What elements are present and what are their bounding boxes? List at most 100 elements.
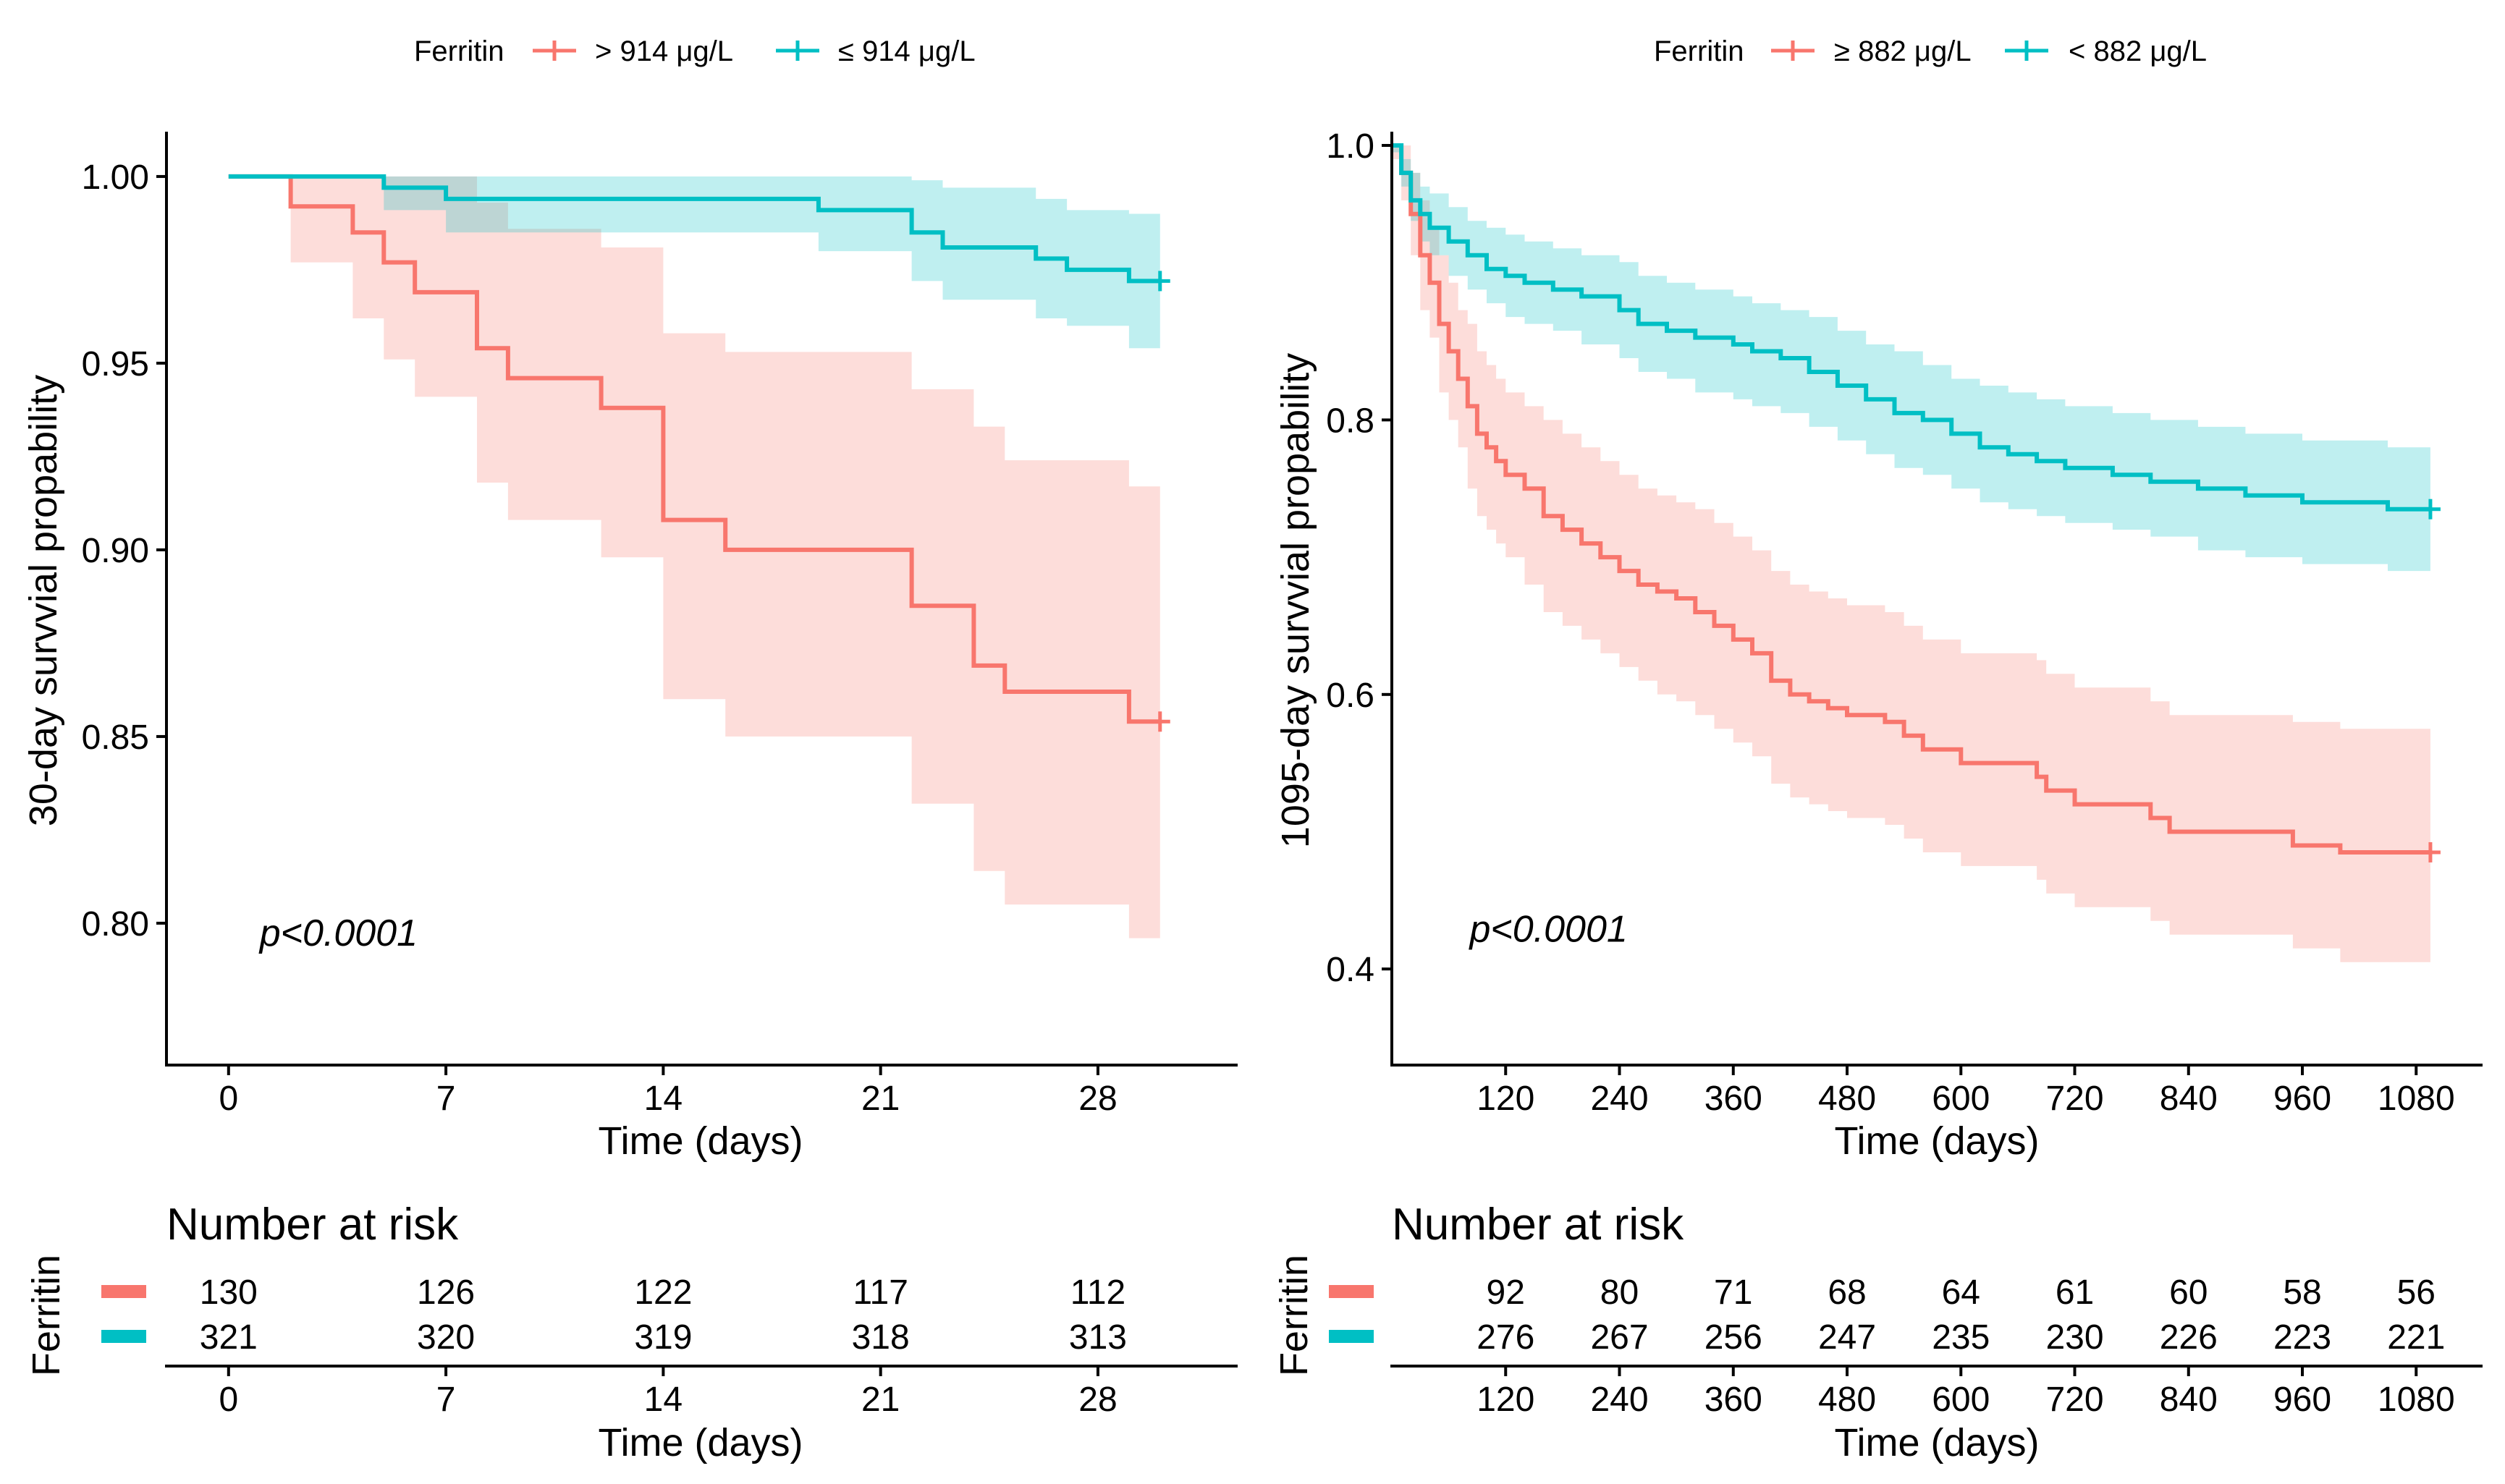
p-value-label: p<0.0001 — [258, 912, 418, 954]
risk-cell-low: 256 — [1705, 1318, 1762, 1357]
x-tick-label: 720 — [2045, 1080, 2103, 1118]
y-tick-label: 0.4 — [1326, 951, 1374, 989]
risk-x-axis-ticks: 120 240 360 480 600 720 840 960 1080 — [1477, 1366, 2455, 1419]
ci-band-high — [1392, 145, 2430, 962]
risk-cell-high: 117 — [853, 1273, 908, 1312]
x-tick-label: 840 — [2160, 1080, 2218, 1118]
risk-cell-low: 221 — [2387, 1318, 2445, 1357]
risk-cell-low: 267 — [1590, 1318, 1648, 1357]
y-axis-ticks: 0.4 0.6 0.8 1.0 — [1326, 127, 1392, 989]
x-tick-label: 120 — [1477, 1080, 1534, 1118]
risk-cell-high: 130 — [200, 1273, 258, 1312]
risk-x-tick-label: 0 — [219, 1381, 238, 1419]
x-tick-label: 1080 — [2378, 1080, 2455, 1118]
p-value-label: p<0.0001 — [1468, 908, 1627, 950]
risk-cell-low: 230 — [2045, 1318, 2103, 1357]
risk-cell-low: 318 — [852, 1318, 910, 1357]
y-axis-ticks: 0.80 0.85 0.90 0.95 1.00 — [82, 158, 166, 944]
risk-cell-high: 80 — [1600, 1273, 1639, 1312]
legend-title: Ferritin — [414, 35, 504, 67]
risk-table: Number at risk Ferritin 130 126 122 117 112 3… — [25, 1200, 1238, 1464]
legend-label-low: ≤ 914 μg/L — [838, 35, 976, 67]
x-axis-ticks: 0 7 14 21 28 — [219, 1065, 1118, 1118]
x-tick-label: 240 — [1590, 1080, 1648, 1118]
risk-cell-low: 223 — [2273, 1318, 2331, 1357]
x-tick-label: 28 — [1078, 1080, 1117, 1118]
survival-curve-low — [1392, 143, 2430, 512]
risk-cell-high: 126 — [417, 1273, 475, 1312]
risk-cell-low: 226 — [2160, 1318, 2218, 1357]
confidence-bands — [228, 176, 1160, 938]
risk-x-tick-label: 7 — [436, 1381, 456, 1419]
risk-cell-low: 320 — [417, 1318, 475, 1357]
risk-x-axis-ticks: 0 7 14 21 28 — [219, 1366, 1118, 1419]
y-tick-label: 0.8 — [1326, 402, 1374, 440]
censor-marks — [1149, 271, 1170, 732]
risk-strata-label: Ferritin — [1272, 1255, 1316, 1376]
risk-cell-low: 319 — [634, 1318, 692, 1357]
risk-x-tick-label: 240 — [1590, 1381, 1648, 1419]
survival-curve-low — [228, 174, 1160, 284]
x-tick-label: 7 — [436, 1080, 456, 1118]
y-tick-label: 0.90 — [82, 532, 149, 570]
risk-cell-high: 60 — [2169, 1273, 2208, 1312]
x-tick-label: 960 — [2273, 1080, 2331, 1118]
risk-table-title: Number at risk — [166, 1200, 459, 1250]
survival-curves — [1392, 143, 2430, 855]
confidence-bands — [1392, 145, 2430, 962]
risk-cell-high: 112 — [1070, 1273, 1126, 1312]
legend-label-high: ≥ 882 μg/L — [1834, 35, 1972, 67]
censor-marks — [2420, 499, 2441, 862]
legend-title: Ferritin — [1654, 35, 1744, 67]
risk-x-tick-label: 600 — [1932, 1381, 1990, 1419]
y-tick-label: 0.6 — [1326, 677, 1374, 715]
survival-curves — [228, 174, 1160, 724]
risk-cell-high: 61 — [2056, 1273, 2094, 1312]
x-tick-label: 14 — [644, 1080, 683, 1118]
y-tick-label: 0.80 — [82, 905, 149, 944]
panel-30-day: Ferritin > 914 μg/L ≤ 914 μg/L 0.800.850… — [22, 35, 1238, 1464]
risk-cell-high: 58 — [2283, 1273, 2321, 1312]
risk-cell-low: 313 — [1069, 1318, 1127, 1357]
x-tick-label: 360 — [1705, 1080, 1762, 1118]
x-tick-label: 480 — [1818, 1080, 1876, 1118]
risk-x-tick-label: 840 — [2160, 1381, 2218, 1419]
risk-table-title: Number at risk — [1392, 1200, 1684, 1250]
risk-x-tick-label: 21 — [861, 1381, 900, 1419]
legend-label-high: > 914 μg/L — [595, 35, 733, 67]
risk-x-tick-label: 14 — [644, 1381, 683, 1419]
risk-x-tick-label: 360 — [1705, 1381, 1762, 1419]
risk-x-axis-title: Time (days) — [598, 1421, 803, 1464]
risk-cells: 130 126 122 117 112 321 320 319 318 313 — [200, 1273, 1127, 1357]
legend: Ferritin > 914 μg/L ≤ 914 μg/L — [414, 35, 976, 67]
x-tick-label: 600 — [1932, 1080, 1990, 1118]
risk-strata-label: Ferritin — [25, 1255, 68, 1376]
x-axis-ticks: 120 240 360 480 600 720 840 960 1080 — [1477, 1065, 2455, 1118]
panel-1095-day: Ferritin ≥ 882 μg/L < 882 μg/L 0.4 0.6 0.8… — [1272, 35, 2483, 1464]
legend-label-low: < 882 μg/L — [2069, 35, 2207, 67]
x-axis-title: Time (days) — [1834, 1119, 2039, 1163]
risk-cells: 92 80 71 68 64 61 60 58 56 276 267 256 247 235 230 226 2… — [1477, 1273, 2445, 1357]
x-tick-label: 0 — [219, 1080, 238, 1118]
survival-curve-high — [1392, 143, 2430, 855]
risk-key-high — [1329, 1285, 1374, 1298]
risk-cell-high: 92 — [1487, 1273, 1525, 1312]
risk-x-tick-label: 120 — [1477, 1381, 1534, 1419]
risk-cell-high: 68 — [1828, 1273, 1866, 1312]
y-tick-label: 1.0 — [1326, 127, 1374, 166]
survival-curve-high — [228, 174, 1160, 724]
risk-cell-low: 235 — [1932, 1318, 1990, 1357]
risk-x-tick-label: 1080 — [2378, 1381, 2455, 1419]
x-tick-label: 21 — [861, 1080, 900, 1118]
x-axis-title: Time (days) — [598, 1119, 803, 1163]
ci-band-low — [228, 176, 1160, 349]
risk-x-tick-label: 480 — [1818, 1381, 1876, 1419]
risk-x-tick-label: 720 — [2045, 1381, 2103, 1419]
risk-cell-high: 122 — [634, 1273, 692, 1312]
risk-cell-high: 56 — [2397, 1273, 2436, 1312]
risk-cell-high: 64 — [1942, 1273, 1980, 1312]
y-axis-title: 1095-day survvial propability — [1274, 353, 1317, 848]
ci-band-low — [1392, 145, 2430, 572]
y-tick-label: 0.95 — [82, 345, 149, 383]
